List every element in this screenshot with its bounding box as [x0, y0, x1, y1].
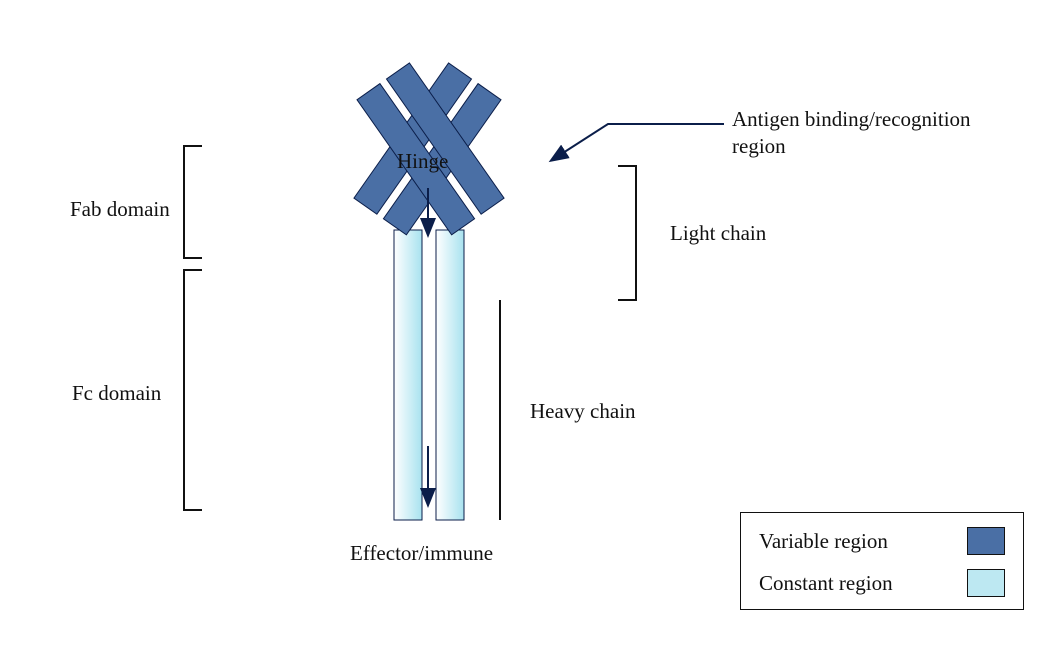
bracket-fc	[184, 270, 202, 510]
bracket-light	[618, 166, 636, 300]
bracket-fab	[184, 146, 202, 258]
label-light-chain: Light chain	[670, 220, 766, 247]
swatch-constant	[967, 569, 1005, 597]
swatch-variable	[967, 527, 1005, 555]
label-heavy-chain: Heavy chain	[530, 398, 636, 425]
label-fc-domain: Fc domain	[72, 380, 161, 407]
label-fab-domain: Fab domain	[70, 196, 170, 223]
legend-item-variable: Variable region	[759, 527, 1005, 555]
heavy-chain-constant-left	[394, 230, 422, 520]
legend: Variable region Constant region	[740, 512, 1024, 610]
legend-label-variable: Variable region	[759, 529, 888, 554]
label-hinge: Hinge	[397, 148, 448, 175]
arrow-antigen	[552, 124, 724, 160]
legend-label-constant: Constant region	[759, 571, 893, 596]
label-effector: Effector/immune	[350, 540, 493, 567]
label-antigen-binding: Antigen binding/recognition region	[732, 106, 971, 161]
heavy-chain-constant-right	[436, 230, 464, 520]
antibody-diagram: { "diagram": { "type": "infographic", "w…	[0, 0, 1042, 655]
legend-item-constant: Constant region	[759, 569, 1005, 597]
